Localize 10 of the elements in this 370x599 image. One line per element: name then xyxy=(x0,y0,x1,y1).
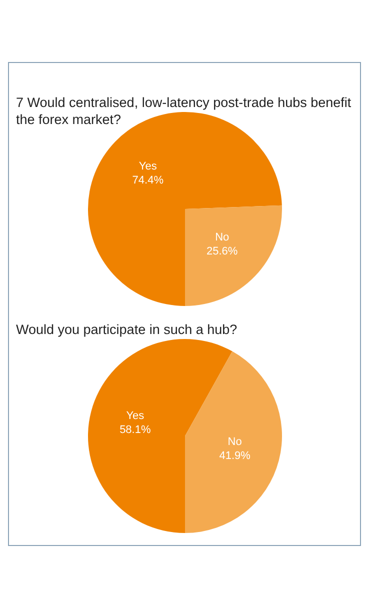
data-label: 58.1% xyxy=(120,424,151,436)
slice-label: No xyxy=(215,232,230,244)
data-label: 41.9% xyxy=(219,450,251,462)
chart-title: 7 Would centralised, low-latency post-trade hubs benefit the forex market? xyxy=(16,95,355,127)
data-label: 74.4% xyxy=(132,174,164,186)
slice-label: Yes xyxy=(126,410,145,422)
data-label: 25.6% xyxy=(206,246,238,258)
slice-label: Yes xyxy=(138,160,158,172)
chart-title: Would you participate in such a hub? xyxy=(16,322,238,337)
slice-label: No xyxy=(228,436,242,448)
